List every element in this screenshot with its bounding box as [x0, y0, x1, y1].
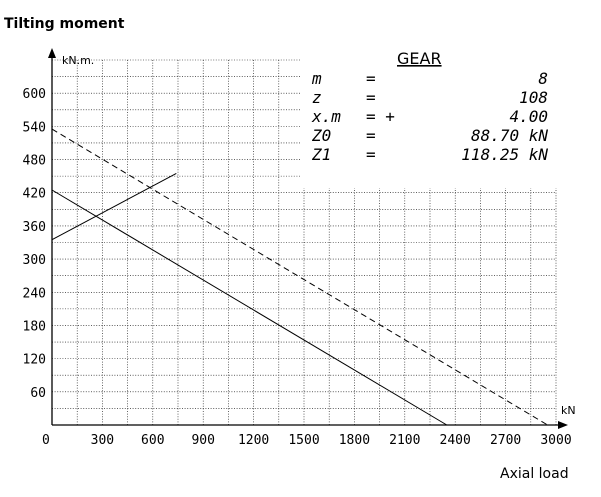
y-tick-label: 360	[23, 220, 46, 235]
x-tick-label: 2100	[389, 433, 420, 448]
x-unit-label: kN	[561, 404, 576, 417]
gear-param-name: z	[312, 88, 322, 107]
gear-param-value: 108	[519, 88, 548, 107]
series-group	[51, 128, 548, 426]
x-tick-label: 0	[42, 433, 50, 448]
axes	[48, 48, 568, 429]
gear-param-equals: =	[366, 69, 376, 88]
gear-param-name: Z1	[311, 145, 331, 164]
x-tick-label: 1500	[288, 433, 319, 448]
gear-param-value: 118.25 kN	[461, 145, 548, 164]
gear-param-equals: =	[366, 126, 376, 145]
y-tick-label: 300	[23, 253, 46, 268]
y-unit-label: kN.m.	[62, 54, 94, 67]
x-tick-label: 1200	[238, 433, 269, 448]
y-tick-label: 600	[23, 87, 46, 102]
y-tick-label: 120	[23, 353, 46, 368]
y-tick-label: 480	[23, 154, 46, 169]
gear-param-equals: =	[366, 88, 376, 107]
gear-param-value: 4.00	[509, 107, 548, 126]
series-line-2	[51, 128, 548, 426]
gear-parameters: GEAR m = 8 z = 108 x.m = + 4.00 Z0 = 88.70 kN Z1 = 118…	[311, 49, 548, 164]
x-axis-arrow	[558, 421, 568, 429]
gear-title: GEAR	[397, 49, 442, 68]
x-tick-label: 2400	[440, 433, 471, 448]
y-tick-label: 420	[23, 187, 46, 202]
y-tick-label: 540	[23, 120, 46, 135]
y-axis-arrow	[48, 48, 56, 58]
gear-param-name: m	[311, 69, 322, 88]
gear-param-equals: =	[366, 145, 376, 164]
y-tick-label: 180	[23, 319, 46, 334]
x-axis-label: Axial load	[500, 466, 569, 482]
gear-param-equals: = +	[366, 107, 395, 126]
gear-param-value: 8	[538, 69, 548, 88]
gear-panel-background	[300, 40, 558, 188]
series-line-1	[51, 189, 448, 426]
x-tick-label: 2700	[490, 433, 521, 448]
gear-param-name: x.m	[311, 107, 341, 126]
x-tick-label: 300	[91, 433, 114, 448]
x-tick-label: 600	[141, 433, 164, 448]
y-tick-label: 60	[30, 386, 46, 401]
y-axis-label: Tilting moment	[4, 16, 125, 32]
series-line-3	[51, 172, 177, 241]
y-tick-label: 240	[23, 286, 46, 301]
tick-labels: 0 300 600 900 1200 1500 1800 2100 2400 2700 3000 60…	[23, 87, 572, 448]
grid	[51, 59, 557, 425]
x-tick-label: 3000	[540, 433, 571, 448]
gear-param-value: 88.70 kN	[471, 126, 548, 145]
x-tick-label: 1800	[339, 433, 370, 448]
gear-param-name: Z0	[311, 126, 331, 145]
x-tick-label: 900	[191, 433, 214, 448]
